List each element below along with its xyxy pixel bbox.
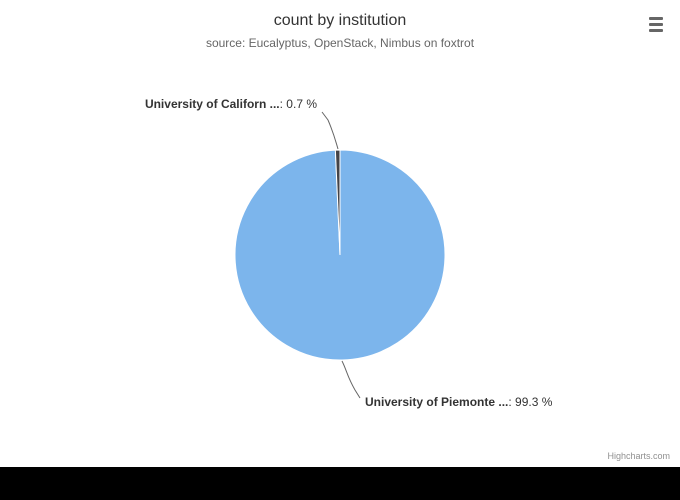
slice-label: University of Californ ...: 0.7 %	[145, 97, 317, 111]
chart-subtitle: source: Eucalyptus, OpenStack, Nimbus on…	[0, 36, 680, 50]
label-connector	[342, 361, 360, 398]
credits-link[interactable]: Highcharts.com	[607, 451, 670, 461]
slice-label: University of Piemonte ...: 99.3 %	[365, 395, 553, 409]
pie-plot: University of Piemonte ...: 99.3 % Univer…	[0, 60, 680, 440]
pie-slices	[235, 150, 445, 360]
chart-container: count by institution source: Eucalyptus,…	[0, 0, 680, 467]
label-connector	[322, 112, 338, 149]
chart-title: count by institution	[0, 12, 680, 30]
